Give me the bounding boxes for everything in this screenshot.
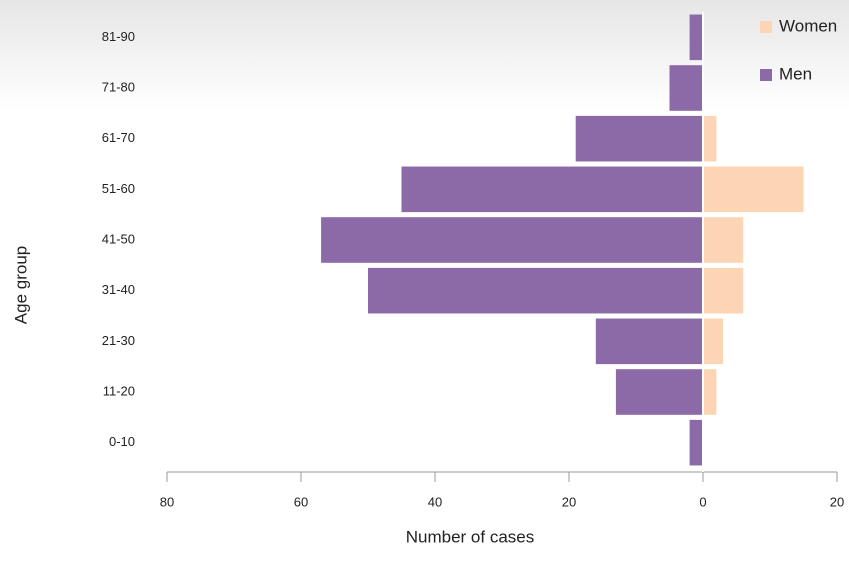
- bar: [703, 267, 744, 314]
- bar: [368, 267, 703, 314]
- bar: [615, 369, 703, 415]
- y-axis-title: Age group: [11, 246, 30, 324]
- bar: [703, 369, 717, 415]
- x-tick-label: 0: [699, 494, 706, 509]
- bar: [703, 166, 804, 213]
- x-tick-label: 80: [160, 494, 174, 509]
- legend-label: Men: [779, 64, 812, 83]
- y-tick-label: 31-40: [102, 282, 135, 297]
- bar: [703, 217, 744, 263]
- bar: [595, 318, 703, 365]
- bar: [575, 115, 703, 162]
- y-tick-label: 81-90: [102, 29, 135, 44]
- y-tick-label: 11-20: [103, 383, 135, 398]
- legend-swatch: [760, 21, 772, 33]
- bar: [321, 217, 703, 263]
- bar: [401, 166, 703, 213]
- bar: [703, 318, 724, 365]
- bar: [703, 115, 717, 162]
- y-tick-label: 41-50: [102, 231, 135, 246]
- bar: [669, 65, 703, 111]
- legend-label: Women: [779, 16, 837, 35]
- bar: [689, 14, 703, 61]
- y-tick-label: 21-30: [102, 333, 135, 348]
- x-tick-label: 40: [428, 494, 442, 509]
- background-shade: [0, 0, 849, 110]
- y-tick-label: 0-10: [109, 434, 135, 449]
- y-tick-label: 51-60: [102, 181, 135, 196]
- y-tick-label: 71-80: [102, 79, 135, 94]
- y-tick-label: 61-70: [102, 130, 135, 145]
- x-tick-label: 20: [562, 494, 576, 509]
- x-tick-label: 20: [830, 494, 844, 509]
- x-axis-title: Number of cases: [406, 527, 535, 546]
- bar: [689, 419, 703, 466]
- x-tick-label: 60: [294, 494, 308, 509]
- legend-swatch: [760, 69, 772, 81]
